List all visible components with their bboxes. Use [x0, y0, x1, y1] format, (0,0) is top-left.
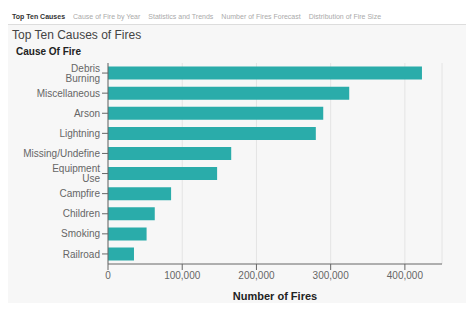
svg-text:200,000: 200,000	[238, 270, 275, 281]
svg-text:300,000: 300,000	[313, 270, 350, 281]
html-text:Statistics and Trends: Statistics and Trends	[148, 12, 214, 20]
svg-text:Lightning: Lightning	[59, 128, 100, 139]
html-text:Top Ten Causes: Top Ten Causes	[12, 12, 65, 20]
svg-text:EquipmentUse: EquipmentUse	[52, 163, 100, 184]
svg-text:Arson: Arson	[74, 108, 100, 119]
html-text:Cause of Fire by Year: Cause of Fire by Year	[73, 12, 141, 20]
svg-text:Number of Fires: Number of Fires	[233, 290, 317, 302]
svg-text:Campfire: Campfire	[59, 188, 100, 199]
html-text:Top Ten Causes of Fires: Top Ten Causes of Fires	[12, 28, 142, 42]
svg-text:Miscellaneous: Miscellaneous	[37, 88, 100, 99]
html-text:Cause Of Fire: Cause Of Fire	[16, 46, 81, 57]
svg-text:Children: Children	[63, 208, 100, 219]
svg-text:DebrisBurning: DebrisBurning	[66, 63, 100, 84]
svg-text:Missing/Undefine: Missing/Undefine	[23, 148, 100, 159]
svg-text:0: 0	[105, 270, 111, 281]
svg-text:100,000: 100,000	[164, 270, 201, 281]
html-text:Number of Fires Forecast: Number of Fires Forecast	[221, 12, 301, 20]
svg-text:400,000: 400,000	[387, 270, 424, 281]
html-text:Distribution of Fire Size: Distribution of Fire Size	[308, 12, 382, 20]
svg-text:Smoking: Smoking	[61, 228, 100, 239]
svg-text:Railroad: Railroad	[63, 249, 100, 260]
